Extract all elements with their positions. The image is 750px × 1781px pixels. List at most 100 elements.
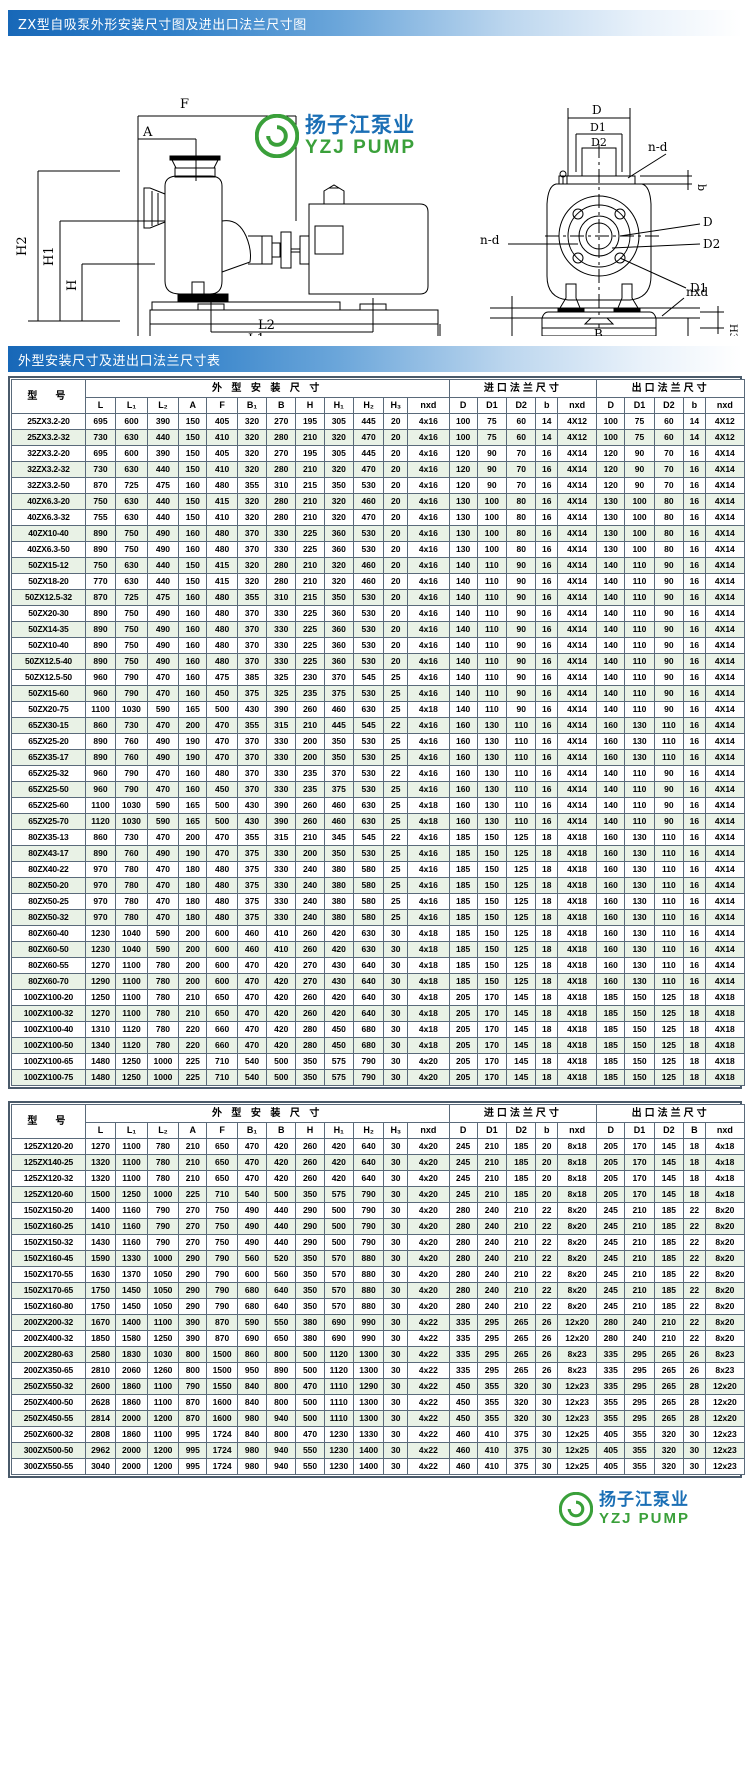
cell-value: 210	[476, 1138, 508, 1155]
cell-value: 420	[266, 973, 297, 990]
cell-value: 680	[236, 1298, 268, 1315]
cell-value: 4x16	[407, 573, 450, 590]
cell-value: 125	[506, 973, 537, 990]
cell-model: 32ZX3.2-50	[11, 477, 86, 494]
cell-value: 430	[236, 701, 268, 718]
col-outlet-D: D	[596, 397, 626, 414]
cell-value: 4x20	[407, 1170, 450, 1187]
cell-value: 470	[236, 1037, 268, 1054]
cell-value: 355	[624, 1458, 655, 1475]
cell-value: 205	[596, 1170, 626, 1187]
cell-value: 200	[178, 957, 208, 974]
cell-value: 640	[352, 1138, 385, 1155]
cell-value: 210	[506, 1218, 537, 1235]
cell-value: 195	[295, 413, 325, 430]
cell-value: 30	[383, 1250, 409, 1267]
cell-value: 110	[624, 589, 655, 606]
cell-value: 110	[624, 621, 655, 638]
cell-value: 210	[624, 1218, 655, 1235]
cell-value: 18	[535, 861, 559, 878]
cell-value: 420	[323, 1154, 354, 1171]
cell-value: 800	[266, 1426, 297, 1443]
cell-value: 150	[178, 413, 208, 430]
cell-value: 18	[535, 877, 559, 894]
cell-value: 280	[295, 1037, 325, 1054]
cell-value: 4X14	[704, 797, 746, 814]
cell-value: 480	[206, 621, 238, 638]
cell-value: 530	[352, 845, 385, 862]
cell-value: 4x20	[407, 1154, 450, 1171]
cell-value: 130	[624, 957, 655, 974]
cell-value: 130	[596, 541, 626, 558]
cell-value: 890	[84, 525, 117, 542]
cell-value: 355	[236, 477, 268, 494]
cell-value: 470	[206, 829, 238, 846]
svg-text:D2: D2	[591, 136, 607, 149]
company-logo: 扬子江泵业 YZJ PUMP	[255, 114, 416, 158]
cell-value: 1230	[84, 925, 117, 942]
cell-value: 960	[84, 781, 117, 798]
cell-value: 500	[266, 1186, 297, 1203]
cell-value: 4X14	[704, 653, 746, 670]
cell-value: 185	[448, 925, 478, 942]
cell-value: 960	[84, 765, 117, 782]
cell-value: 1050	[146, 1298, 180, 1315]
cell-value: 110	[506, 765, 537, 782]
cell-value: 225	[295, 637, 325, 654]
svg-text:n-d: n-d	[480, 233, 500, 247]
cell-value: 160	[448, 765, 478, 782]
cell-value: 560	[236, 1250, 268, 1267]
cell-value: 410	[266, 925, 297, 942]
cell-value: 30	[535, 1394, 559, 1411]
cell-value: 22	[683, 1218, 706, 1235]
table-row: 65ZX25-20 890 760 490 190 470 370 330 200 350 530 2…	[11, 733, 746, 750]
cell-value: 80	[653, 493, 685, 510]
cell-value: 1250	[115, 1186, 148, 1203]
cell-value: 230	[295, 669, 325, 686]
cell-value: 790	[115, 685, 148, 702]
cell-value: 320	[236, 429, 268, 446]
cell-value: 780	[146, 1154, 180, 1171]
cell-value: 320	[236, 573, 268, 590]
footer-logo: 扬子江泵业 YZJ PUMP	[0, 1478, 750, 1536]
cell-value: 16	[683, 893, 706, 910]
cell-value: 125	[506, 941, 537, 958]
cell-value: 20	[383, 509, 409, 526]
cell-value: 16	[683, 589, 706, 606]
cell-value: 90	[653, 797, 685, 814]
cell-model: 80ZX35-13	[11, 829, 86, 846]
table-row: 250ZX400-50 2628 1860 1100 870 1600 840 800 500 1…	[11, 1394, 746, 1411]
cell-value: 30	[383, 1154, 409, 1171]
cell-value: 4X14	[557, 493, 598, 510]
cell-value: 320	[236, 445, 268, 462]
cell-value: 245	[596, 1282, 626, 1299]
cell-value: 550	[266, 1314, 297, 1331]
cell-value: 160	[448, 717, 478, 734]
cell-value: 800	[178, 1346, 208, 1363]
cell-value: 480	[206, 893, 238, 910]
cell-value: 320	[236, 461, 268, 478]
cell-value: 16	[535, 493, 559, 510]
cell-value: 580	[352, 893, 385, 910]
table-row: 200ZX200-32 1670 1400 1100 390 870 590 550 380 69…	[11, 1314, 746, 1331]
cell-value: 165	[178, 701, 208, 718]
cell-value: 240	[476, 1266, 508, 1283]
cell-value: 870	[178, 1394, 208, 1411]
cell-value: 16	[535, 701, 559, 718]
svg-text:D1: D1	[590, 121, 606, 134]
cell-value: 420	[266, 1154, 297, 1171]
cell-value: 4X14	[704, 477, 746, 494]
cell-value: 695	[84, 445, 117, 462]
col-A: A	[178, 397, 208, 414]
cell-value: 4x20	[407, 1053, 450, 1070]
cell-value: 110	[476, 605, 508, 622]
cell-value: 630	[115, 573, 148, 590]
cell-value: 590	[146, 813, 180, 830]
cell-value: 16	[683, 573, 706, 590]
cell-value: 30	[383, 1314, 409, 1331]
col-F: F	[206, 1122, 238, 1139]
cell-value: 4X14	[704, 973, 746, 990]
cell-value: 185	[448, 973, 478, 990]
cell-value: 130	[624, 829, 655, 846]
svg-text:D2: D2	[703, 237, 720, 251]
